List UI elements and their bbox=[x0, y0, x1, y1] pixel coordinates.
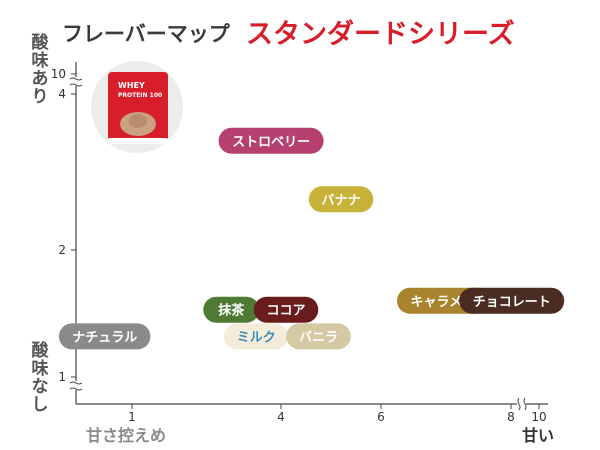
x-tick-6: 6 bbox=[377, 410, 385, 424]
y-label-bottom-char-2: 味 bbox=[32, 358, 49, 379]
y-tick-10: 10 bbox=[51, 67, 66, 81]
x-break-mark bbox=[517, 397, 527, 411]
y-tick-4: 4 bbox=[58, 87, 66, 101]
flavor-point: 抹茶 bbox=[203, 296, 260, 323]
y-break-mark-low bbox=[69, 381, 83, 391]
product-package-base bbox=[108, 138, 168, 144]
y-break-gap-low bbox=[70, 381, 82, 390]
y-label-bottom-char-1: 酸 bbox=[32, 340, 50, 361]
flavor-point: ミルク bbox=[223, 323, 289, 350]
flavor-pill-bg bbox=[218, 127, 324, 154]
x-tick-10: 10 bbox=[531, 410, 546, 424]
flavor-point: ナチュラル bbox=[58, 323, 151, 350]
y-axis-label-bottom: 酸 味 な し bbox=[32, 340, 50, 415]
flavor-pill-label: ミルク bbox=[237, 330, 276, 345]
y-tick-2: 2 bbox=[58, 243, 66, 257]
flavor-pill-bg bbox=[253, 296, 319, 323]
flavor-pill-bg bbox=[203, 296, 260, 323]
flavor-pill-label: ストロベリー bbox=[232, 135, 310, 150]
y-axis-label-top: 酸 味 あ り bbox=[32, 32, 50, 107]
y-tick-1: 1 bbox=[58, 370, 66, 384]
flavor-pill-bg bbox=[459, 287, 565, 314]
product-image: WHEY PROTEIN 100 bbox=[91, 61, 183, 153]
header: フレーバーマップ スタンダードシリーズ bbox=[62, 18, 515, 50]
flavor-point: チョコレート bbox=[459, 287, 565, 314]
x-label-right: 甘い bbox=[522, 426, 554, 445]
flavor-pill-bg bbox=[58, 323, 151, 350]
flavor-point: バニラ bbox=[286, 323, 351, 350]
flavor-pill-label: チョコレート bbox=[473, 295, 551, 310]
y-ticks: 10 4 2 1 bbox=[51, 67, 76, 384]
y-break-mark bbox=[69, 77, 83, 87]
y-label-top-char-1: 酸 bbox=[32, 32, 50, 53]
flavor-pill-label: ナチュラル bbox=[72, 330, 137, 345]
product-torso-shade bbox=[129, 114, 147, 128]
flavor-pill-label: バナナ bbox=[321, 193, 360, 208]
flavor-point: ストロベリー bbox=[218, 127, 324, 154]
title-main: スタンダードシリーズ bbox=[246, 18, 515, 50]
y-label-top-char-3: あ bbox=[32, 69, 49, 89]
y-break-gap bbox=[70, 77, 82, 86]
y-label-bottom-char-3: な bbox=[32, 377, 49, 397]
flavor-pill-label: ココア bbox=[266, 304, 305, 319]
y-label-bottom-char-4: し bbox=[32, 395, 49, 415]
flavor-pill-bg bbox=[286, 323, 351, 350]
flavor-pill-bg bbox=[308, 186, 374, 213]
flavor-pill-label: キャラメル bbox=[410, 295, 475, 310]
flavor-point: ココア bbox=[253, 296, 319, 323]
flavor-pill-label: バニラ bbox=[299, 330, 338, 345]
flavor-point: バナナ bbox=[308, 186, 374, 213]
x-tick-8: 8 bbox=[507, 410, 515, 424]
flavor-pill-bg bbox=[223, 323, 289, 350]
product-line-2: PROTEIN 100 bbox=[118, 92, 162, 99]
y-label-top-char-4: り bbox=[32, 87, 49, 107]
y-label-top-char-2: 味 bbox=[32, 50, 49, 71]
x-label-left: 甘さ控えめ bbox=[86, 426, 166, 445]
x-tick-4: 4 bbox=[277, 410, 285, 424]
x-tick-1: 1 bbox=[128, 410, 136, 424]
title-prefix: フレーバーマップ bbox=[62, 22, 231, 46]
x-ticks: 1 4 6 8 10 bbox=[128, 404, 547, 424]
x-break-gap bbox=[517, 398, 526, 410]
product-line-1: WHEY bbox=[118, 81, 145, 90]
flavor-pill-label: 抹茶 bbox=[218, 303, 245, 319]
